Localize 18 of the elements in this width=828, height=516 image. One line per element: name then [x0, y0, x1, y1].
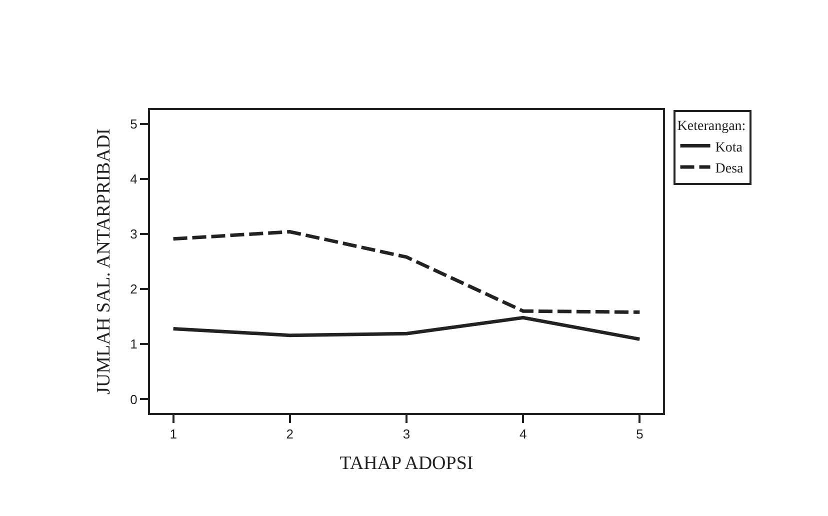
line-series: [172, 316, 642, 341]
legend-title: Keterangan:: [677, 119, 746, 134]
y-tick-label: 1: [130, 336, 138, 352]
y-tick-label: 2: [130, 282, 138, 297]
x-tick-label: 2: [286, 426, 294, 442]
x-tick-label: 4: [519, 426, 527, 442]
x-axis-title: TAHAP ADOPSI: [340, 452, 474, 474]
x-tick-label: 3: [402, 426, 410, 442]
y-tick-label: 3: [130, 226, 138, 242]
x-tick-label: 5: [636, 426, 644, 442]
x-tick-label: 1: [170, 426, 177, 442]
y-axis-title: JUMLAH SAL. ANTARPRIBADI: [94, 128, 115, 395]
y-tick-label: 0: [130, 392, 138, 407]
y-tick-label: 4: [130, 171, 138, 186]
line-series: [172, 230, 642, 314]
legend-label: Kota: [715, 140, 744, 156]
legend-label: Desa: [715, 161, 744, 176]
y-tick-label: 5: [130, 116, 138, 132]
